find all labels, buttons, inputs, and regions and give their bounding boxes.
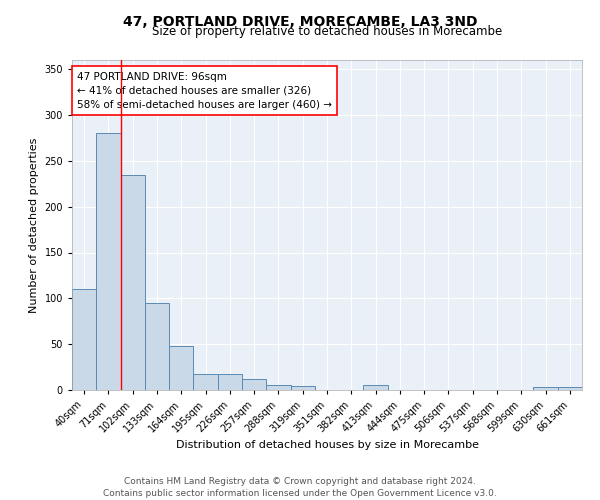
Bar: [121, 174, 145, 390]
Bar: [169, 346, 193, 390]
Bar: [266, 386, 290, 390]
Text: Contains HM Land Registry data © Crown copyright and database right 2024.
Contai: Contains HM Land Registry data © Crown c…: [103, 476, 497, 498]
Text: 47, PORTLAND DRIVE, MORECAMBE, LA3 3ND: 47, PORTLAND DRIVE, MORECAMBE, LA3 3ND: [123, 15, 477, 29]
Bar: [533, 387, 558, 390]
Title: Size of property relative to detached houses in Morecambe: Size of property relative to detached ho…: [152, 25, 502, 38]
Bar: [242, 379, 266, 390]
Bar: [290, 386, 315, 390]
Bar: [218, 374, 242, 390]
X-axis label: Distribution of detached houses by size in Morecambe: Distribution of detached houses by size …: [176, 440, 479, 450]
Bar: [364, 386, 388, 390]
Bar: [145, 303, 169, 390]
Bar: [558, 387, 582, 390]
Y-axis label: Number of detached properties: Number of detached properties: [29, 138, 39, 312]
Bar: [193, 374, 218, 390]
Text: 47 PORTLAND DRIVE: 96sqm
← 41% of detached houses are smaller (326)
58% of semi-: 47 PORTLAND DRIVE: 96sqm ← 41% of detach…: [77, 72, 332, 110]
Bar: [72, 289, 96, 390]
Bar: [96, 134, 121, 390]
